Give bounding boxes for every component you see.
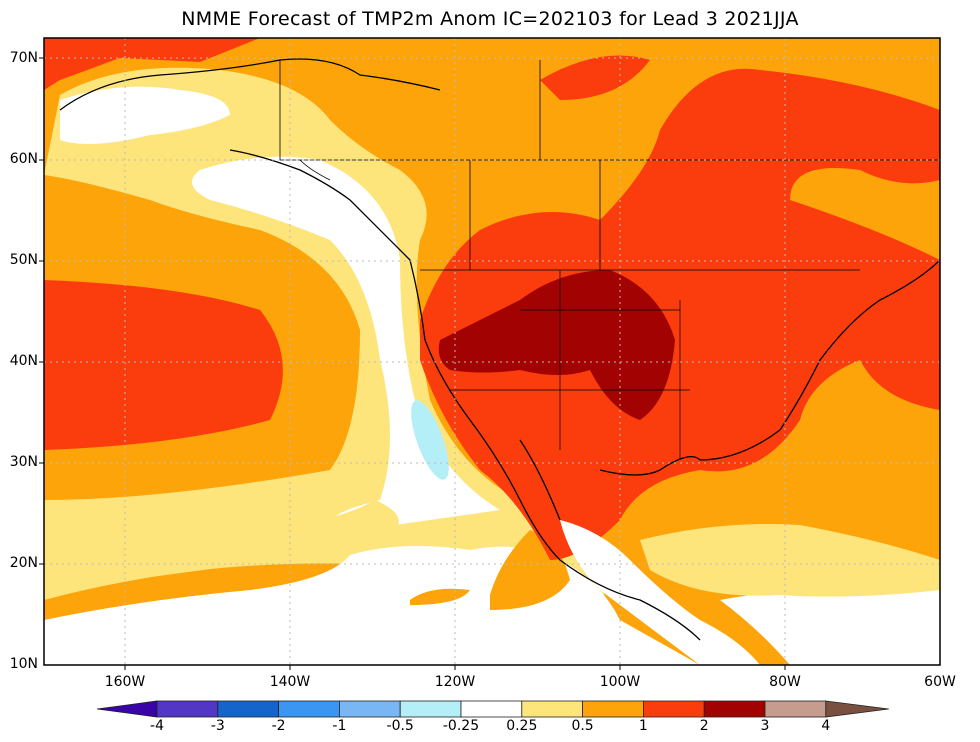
anomaly-1-2-region xyxy=(540,55,650,100)
colorbar-label: 2 xyxy=(699,718,709,734)
colorbar-label: 1 xyxy=(638,718,648,734)
colorbar-label: -0.5 xyxy=(386,718,414,734)
colorbar-label: -3 xyxy=(210,718,225,734)
anomaly-neutral-region xyxy=(720,580,940,665)
colorbar xyxy=(96,700,889,718)
colorbar-swatch xyxy=(460,700,523,718)
anomaly-0.25-0.5-region xyxy=(44,500,399,590)
lat-label: 40N xyxy=(9,353,38,369)
colorbar-swatch xyxy=(582,700,644,718)
anomaly-neutral-region xyxy=(560,520,760,665)
anomaly-negative-region xyxy=(411,400,449,480)
lon-label: 120W xyxy=(434,674,476,690)
lat-label: 30N xyxy=(9,454,38,470)
colorbar-arrow-low xyxy=(96,700,158,718)
colorbar-swatch xyxy=(156,700,219,718)
anomaly-neutral-region xyxy=(60,86,230,144)
colorbar-label: 0.5 xyxy=(571,718,594,734)
coastlines xyxy=(59,58,940,641)
lat-label: 50N xyxy=(9,252,38,268)
lon-label: 60W xyxy=(924,674,956,690)
colorbar-swatch xyxy=(399,700,462,718)
map-frame xyxy=(43,37,941,666)
anomaly-0.25-0.5-region xyxy=(640,524,940,597)
colorbar-swatch xyxy=(217,700,280,718)
colorbar-arrow-high xyxy=(825,700,889,718)
colorbar-label: 3 xyxy=(760,718,770,734)
colorbar-swatch xyxy=(703,700,766,718)
colorbar-swatch xyxy=(338,700,401,718)
map-title: NMME Forecast of TMP2m Anom IC=202103 fo… xyxy=(181,8,799,30)
lat-label: 60N xyxy=(9,151,38,167)
colorbar-swatch xyxy=(764,700,827,718)
lat-label: 10N xyxy=(9,656,38,672)
lat-label: 70N xyxy=(9,50,38,66)
lon-label: 140W xyxy=(269,674,311,690)
lon-label: 100W xyxy=(599,674,641,690)
colorbar-label: -2 xyxy=(271,718,286,734)
lat-label: 20N xyxy=(9,555,38,571)
colorbar-label: 0.25 xyxy=(506,718,538,734)
colorbar-swatch xyxy=(521,700,583,718)
colorbar-swatch xyxy=(278,700,340,718)
lon-label: 80W xyxy=(769,674,801,690)
colorbar-swatch xyxy=(643,700,705,718)
colorbar-label: -0.25 xyxy=(442,718,480,734)
lon-label: 160W xyxy=(104,674,146,690)
colorbar-label: -4 xyxy=(150,718,164,734)
anomaly-0.5-1-region xyxy=(410,588,470,605)
anomaly-1-2-region xyxy=(44,280,283,450)
anomaly-1-2-region xyxy=(44,38,260,90)
colorbar-label: -1 xyxy=(332,718,347,734)
colorbar-label: 4 xyxy=(821,718,831,734)
gridlines xyxy=(44,38,940,665)
anomaly-2-3-region xyxy=(438,270,675,420)
